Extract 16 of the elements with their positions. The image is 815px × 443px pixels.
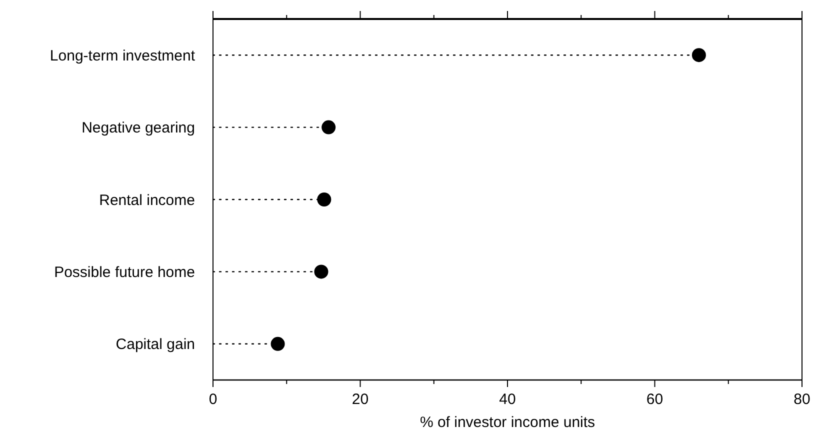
x-tick-label: 40	[499, 391, 516, 408]
x-axis-title: % of investor income units	[420, 414, 596, 431]
point	[270, 336, 285, 351]
y-tick-label: Long-term investment	[50, 47, 196, 64]
x-tick-label: 80	[794, 391, 810, 408]
y-tick-label: Negative gearing	[82, 120, 195, 137]
y-tick-label: Capital gain	[116, 336, 195, 354]
x-tick-label: 20	[352, 391, 369, 408]
x-tick-label: 0	[208, 391, 218, 408]
y-tick-label: Rental income	[99, 192, 195, 209]
point	[317, 192, 332, 206]
point	[314, 264, 328, 279]
point	[692, 48, 706, 62]
y-tick-label: Possible future home	[54, 264, 195, 281]
point	[322, 120, 336, 134]
x-tick-label: 60	[646, 391, 664, 408]
